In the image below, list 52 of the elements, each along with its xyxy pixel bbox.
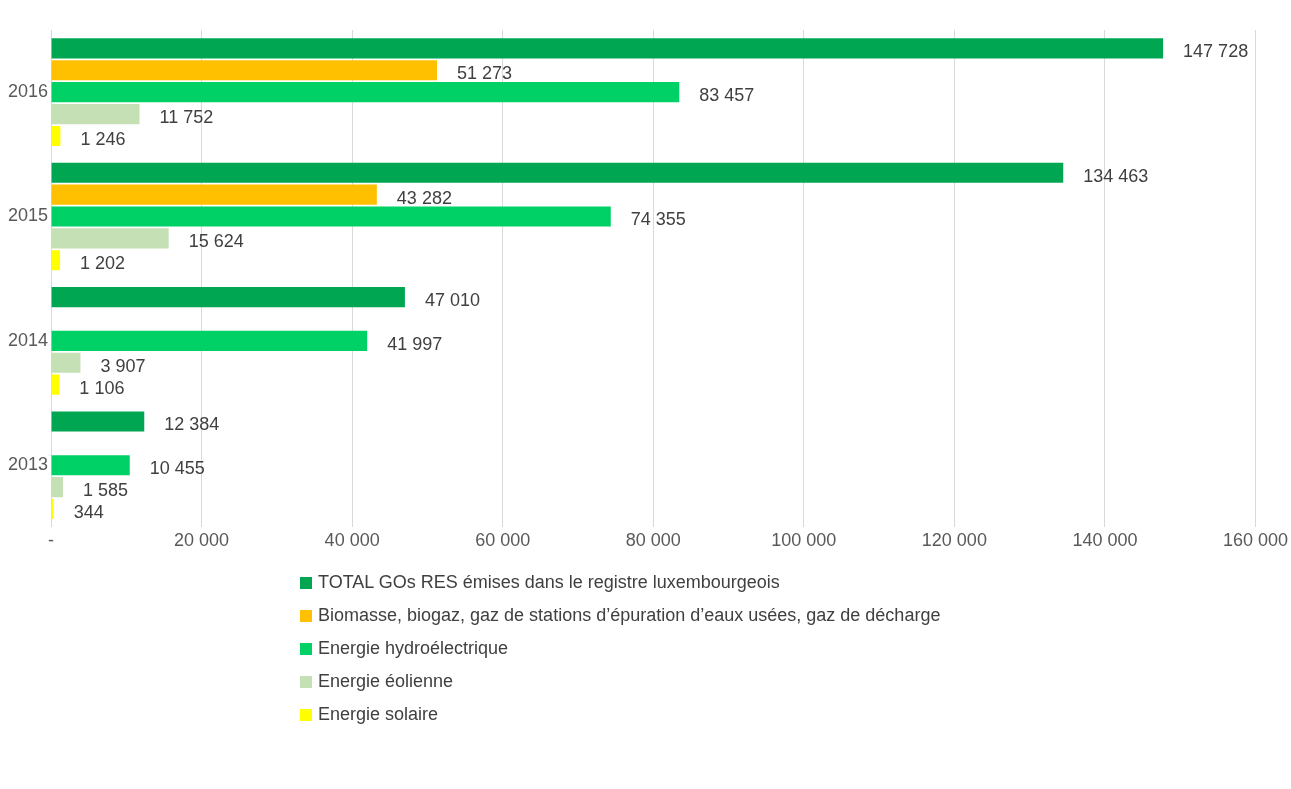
x-tick-label: 100 000 <box>771 530 837 551</box>
y-tick-label: 2016 <box>8 81 49 102</box>
data-label: 134 463 <box>1083 165 1149 186</box>
data-label: 1 202 <box>80 253 126 274</box>
bar <box>51 162 1064 183</box>
bar <box>51 287 405 308</box>
legend-label: Biomasse, biogaz, gaz de stations d’épuration d’eaux usées, gaz de décharge <box>318 605 941 626</box>
bar <box>51 352 81 373</box>
data-label: 344 <box>73 501 104 522</box>
bar <box>51 455 130 476</box>
data-label: 3 907 <box>100 355 146 376</box>
bar <box>51 498 54 520</box>
bar <box>51 330 368 351</box>
legend-label: Energie solaire <box>318 704 439 725</box>
bar <box>51 103 140 125</box>
bar <box>51 411 145 432</box>
data-label: 147 728 <box>1183 41 1249 62</box>
legend-label: TOTAL GOs RES émises dans le registre luxembourgeois <box>318 572 780 593</box>
x-tick-label: 40 000 <box>324 530 380 551</box>
data-label: 1 106 <box>79 377 125 398</box>
data-label: 47 010 <box>424 290 480 311</box>
bar <box>51 60 438 81</box>
bar <box>51 82 680 103</box>
data-label: 74 355 <box>630 209 686 230</box>
bar <box>51 184 377 205</box>
data-label: 10 455 <box>149 458 205 479</box>
x-tick-label: 160 000 <box>1222 530 1289 551</box>
bar <box>51 477 63 498</box>
bar <box>51 38 1164 59</box>
bar <box>51 228 169 249</box>
y-tick-label: 2013 <box>8 454 49 475</box>
x-tick-label: 80 000 <box>625 530 681 551</box>
x-tick-label: 120 000 <box>921 530 987 551</box>
legend-label: Energie hydroélectrique <box>318 638 509 659</box>
data-label: 83 457 <box>699 85 755 106</box>
bar <box>51 250 61 271</box>
data-label: 1 585 <box>82 480 129 501</box>
y-tick-label: 2015 <box>8 205 49 226</box>
data-label: 1 246 <box>80 128 126 149</box>
x-tick-label: 60 000 <box>475 530 531 551</box>
x-tick-label: - <box>48 530 55 551</box>
bar <box>51 206 611 227</box>
data-label: 41 997 <box>387 333 443 354</box>
legend-label: Energie éolienne <box>318 671 454 692</box>
y-tick-label: 2014 <box>8 329 49 350</box>
x-tick-label: 20 000 <box>174 530 230 551</box>
data-label: 43 282 <box>396 187 452 208</box>
data-label: 51 273 <box>457 63 513 84</box>
data-label: 12 384 <box>164 414 220 435</box>
x-tick-label: 140 000 <box>1072 530 1138 551</box>
data-label: 15 624 <box>188 231 244 252</box>
data-label: 11 752 <box>159 107 214 128</box>
